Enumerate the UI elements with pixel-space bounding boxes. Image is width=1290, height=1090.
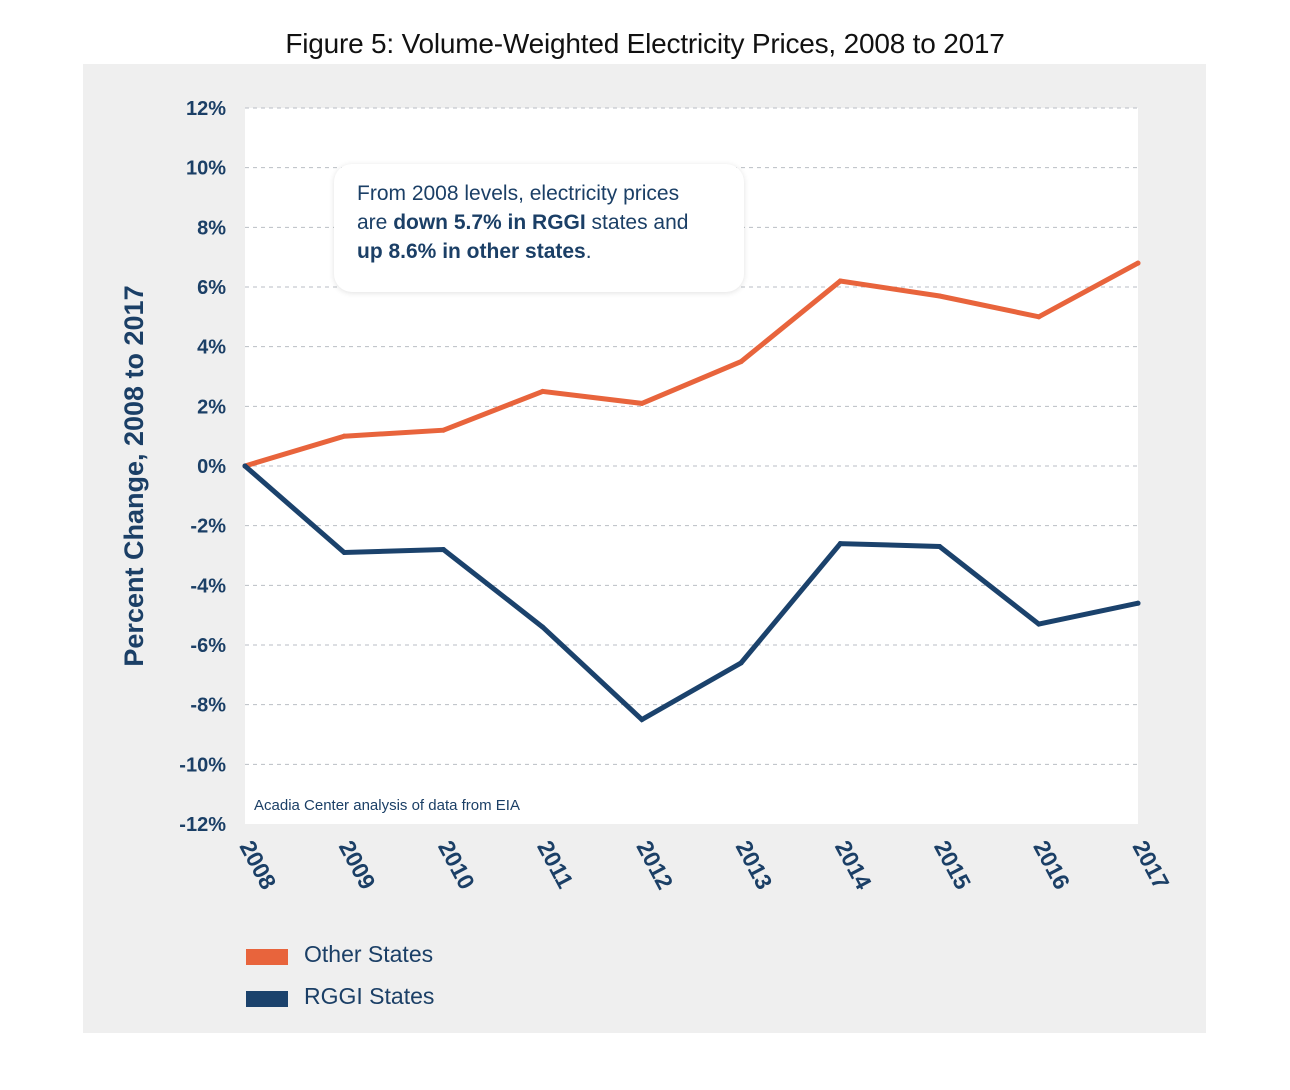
legend-label: RGGI States <box>304 983 435 1009</box>
series-lines <box>242 260 1141 723</box>
callout-bold-text: up 8.6% in other states <box>357 240 586 263</box>
y-tick-label: -12% <box>179 814 226 836</box>
y-tick-label: 6% <box>197 277 226 299</box>
data-point <box>242 463 248 469</box>
callout-bold-text: down 5.7% in RGGI <box>393 211 586 234</box>
data-point <box>540 624 546 630</box>
callout-line-1: From 2008 levels, electricity prices <box>357 182 680 205</box>
chart-title: Figure 5: Volume-Weighted Electricity Pr… <box>285 28 1005 59</box>
y-tick-label: 12% <box>186 98 226 120</box>
data-point <box>837 278 843 284</box>
data-point <box>738 660 744 666</box>
y-tick-label: 10% <box>186 158 226 180</box>
y-tick-label: -4% <box>190 575 226 597</box>
x-tick-label: 2014 <box>830 836 877 894</box>
legend-swatch <box>246 991 288 1007</box>
data-point <box>639 717 645 723</box>
y-tick-label: -2% <box>190 516 226 538</box>
data-point <box>540 388 546 394</box>
data-point <box>1135 600 1141 606</box>
callout-text: . <box>585 240 592 263</box>
callout-line-2: are down 5.7% in RGGI states and <box>357 208 724 237</box>
data-point <box>937 293 943 299</box>
data-point <box>440 547 446 553</box>
legend-swatch <box>246 949 288 965</box>
x-tick-label: 2012 <box>631 836 678 893</box>
x-tick-label: 2011 <box>532 836 578 892</box>
callout-text: are <box>357 211 394 234</box>
series-line-rggi-states <box>242 463 1141 723</box>
x-tick-label: 2009 <box>334 836 381 893</box>
y-axis-label: Percent Change, 2008 to 2017 <box>119 285 149 666</box>
source-note: Acadia Center analysis of data from EIA <box>254 797 520 814</box>
x-tick-label: 2013 <box>731 836 778 893</box>
data-point <box>937 544 943 550</box>
data-point <box>1036 621 1042 627</box>
x-tick-label: 2016 <box>1028 836 1075 893</box>
y-tick-label: 2% <box>197 396 226 418</box>
data-point <box>837 541 843 547</box>
y-tick-label: 4% <box>197 337 226 359</box>
annotation-callout: From 2008 levels, electricity prices are… <box>334 164 744 292</box>
data-point <box>440 427 446 433</box>
y-tick-label: -8% <box>190 695 226 717</box>
callout-text: states and <box>585 211 689 234</box>
data-point <box>639 400 645 406</box>
data-point <box>341 433 347 439</box>
x-axis-ticks: 2008 2009 2010 2011 2012 2013 2014 2015 2016 2017 <box>235 836 1175 894</box>
x-tick-label: 2015 <box>929 836 976 894</box>
x-tick-label: 2008 <box>235 836 282 894</box>
data-point <box>1036 314 1042 320</box>
y-tick-label: 0% <box>197 456 226 478</box>
data-point <box>1135 260 1141 266</box>
series-line-other-states <box>242 260 1141 469</box>
y-tick-label: -6% <box>190 635 226 657</box>
y-axis-ticks: 12% 10% 8% 6% 4% 2% 0% -2% -4% -6% -8% -10% -12% <box>179 98 226 836</box>
x-tick-label: 2010 <box>433 836 480 893</box>
data-point <box>341 550 347 556</box>
x-tick-label: 2017 <box>1128 836 1175 893</box>
legend-label: Other States <box>304 941 434 967</box>
data-point <box>738 359 744 365</box>
callout-line-3: up 8.6% in other states. <box>357 237 724 266</box>
y-tick-label: -10% <box>179 754 226 776</box>
y-tick-label: 8% <box>197 217 226 239</box>
